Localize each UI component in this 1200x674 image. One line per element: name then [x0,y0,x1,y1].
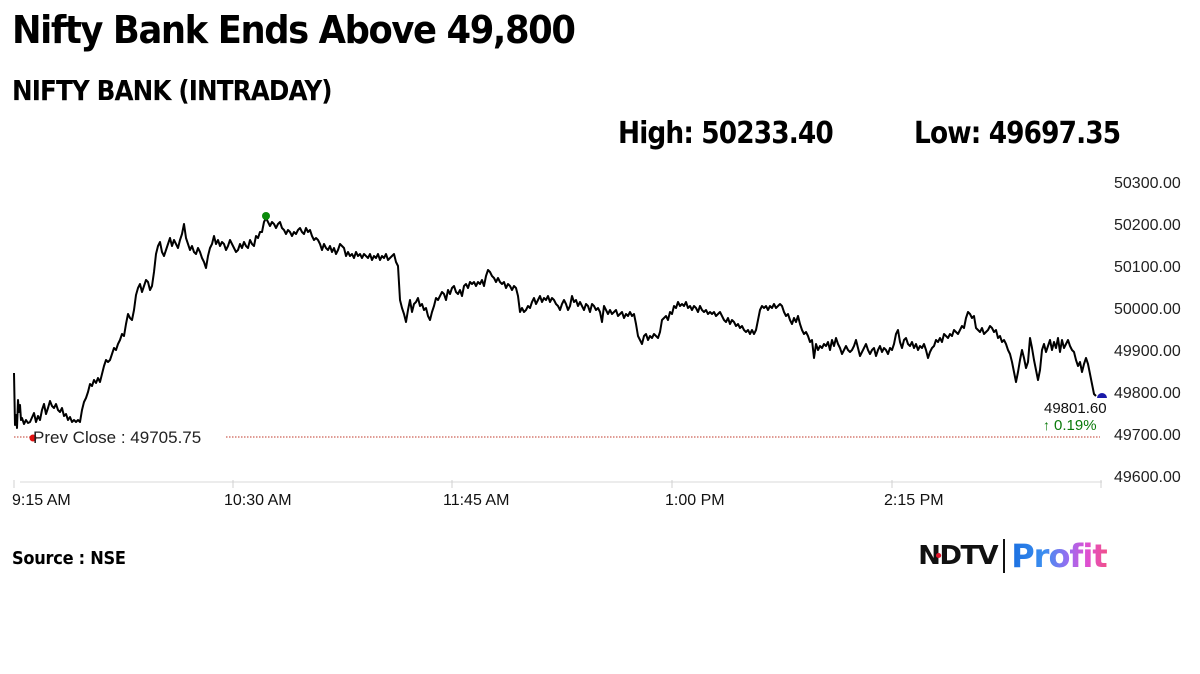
intraday-chart: 50300.00 50200.00 50100.00 50000.00 4990… [12,175,1181,509]
x-tick: 1:00 PM [665,492,725,509]
price-line [13,217,1097,429]
ndtv-profit-logo: NDTV Profit [918,536,1107,576]
high-marker [262,212,270,220]
change-percent: 0.19% [1054,417,1097,434]
source-label: Source : NSE [12,548,126,569]
y-tick: 49700.00 [1114,427,1181,444]
last-price-label: 49801.60 [1044,400,1107,417]
y-tick: 50200.00 [1114,217,1181,234]
x-tick: 11:45 AM [443,492,509,509]
last-price-marker [1097,393,1107,398]
x-axis-ticks [13,480,1102,488]
prev-close-marker [29,434,37,442]
x-tick: 9:15 AM [12,492,71,509]
ndtv-logo-text: NDTV [918,541,999,571]
prev-close-label: Prev Close : 49705.75 [33,428,201,447]
chart-subtitle: NIFTY BANK (INTRADAY) [12,74,333,107]
page-title: Nifty Bank Ends Above 49,800 [12,8,576,52]
x-axis: 9:15 AM 10:30 AM 11:45 AM 1:00 PM 2:15 P… [12,492,944,509]
x-tick: 2:15 PM [884,492,944,509]
y-axis: 50300.00 50200.00 50100.00 50000.00 4990… [1114,175,1181,486]
logo-red-dot-icon [935,553,942,558]
y-tick: 49600.00 [1114,469,1181,486]
y-tick: 49900.00 [1114,343,1181,360]
y-tick: 50300.00 [1114,175,1181,192]
change-arrow-icon: ↑ [1043,417,1050,433]
y-tick: 49800.00 [1114,385,1181,402]
day-low: Low: 49697.35 [914,116,1121,151]
profit-logo-text: Profit [1011,537,1107,575]
y-tick: 50000.00 [1114,301,1181,318]
day-high: High: 50233.40 [618,116,834,151]
logo-divider [1003,539,1006,573]
y-tick: 50100.00 [1114,259,1181,276]
x-tick: 10:30 AM [224,492,292,509]
